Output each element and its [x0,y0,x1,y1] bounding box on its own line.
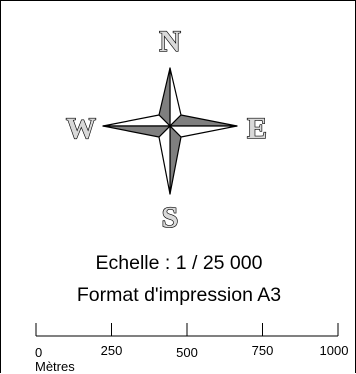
print-format-text: Format d'impression A3 [76,284,282,306]
scale-tick-label-1000: 1000 [320,343,349,358]
compass-south-label: S [162,201,179,234]
scale-tick-label-250: 250 [101,343,123,358]
compass-south-arm-right [169,125,182,195]
compass-east-arm-upper [169,114,238,127]
scale-tick-label-0: 0 [35,345,42,360]
scale-ratio-text: Echelle : 1 / 25 000 [95,252,263,274]
compass-west-arm-upper [102,114,171,127]
compass-west-label: W [66,112,96,145]
compass-west-arm-lower [102,125,171,138]
scale-unit-label: Mètres [35,359,75,374]
compass-north-label: N [159,25,181,58]
compass-south-arm-left [158,125,171,195]
scale-tick-label-750: 750 [252,343,274,358]
compass-rose: N E S W [65,24,267,234]
compass-east-label: E [247,112,267,145]
scale-bar: 0 250 500 750 1000 Mètres [35,323,348,374]
scale-tick-label-500: 500 [176,345,198,360]
scale-bar-ticks: 0 250 500 750 1000 [35,323,348,360]
